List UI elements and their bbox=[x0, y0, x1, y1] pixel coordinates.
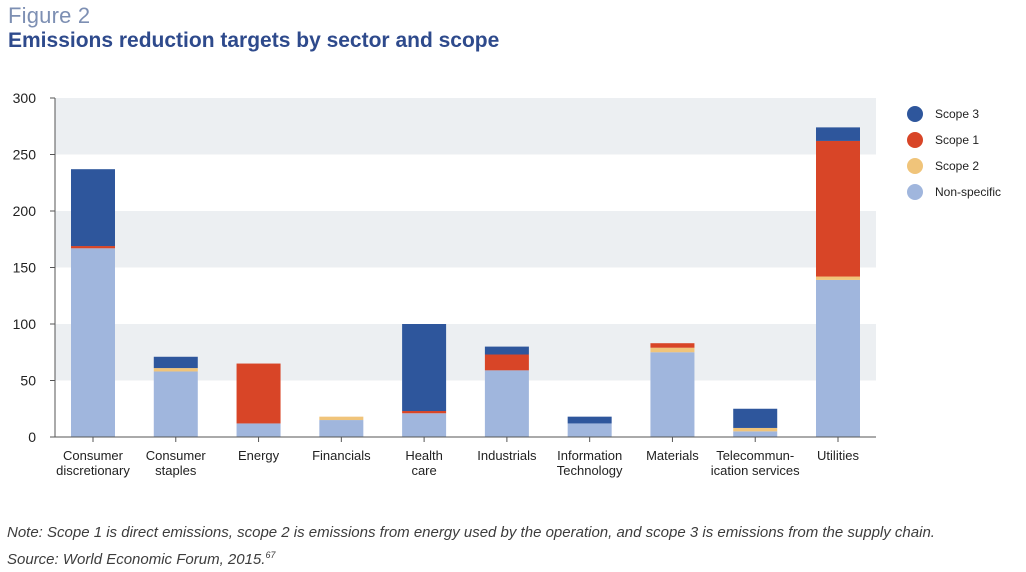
bar-segment-scope-2 bbox=[733, 427, 778, 432]
legend: Scope 3 Scope 1 Scope 2 Non-specific bbox=[907, 106, 1001, 200]
bar-segment-scope-1 bbox=[650, 343, 695, 348]
bar-segment-non-specific bbox=[236, 423, 281, 437]
x-tick-label: Financials bbox=[312, 448, 371, 463]
y-axis-ticks: 0 50 100 150 200 250 300 bbox=[13, 90, 55, 445]
bar-segment-scope-3 bbox=[71, 169, 115, 247]
source-reference: 67 bbox=[265, 550, 276, 560]
bar-segment-scope-1 bbox=[484, 354, 529, 371]
bar-segment-non-specific bbox=[733, 431, 778, 437]
x-tick-label: Consumer staples bbox=[146, 448, 207, 478]
bar-segment-non-specific bbox=[650, 352, 695, 437]
bar-segment-scope-3 bbox=[402, 324, 447, 412]
x-axis-labels: Consumer discretionary Consumer staples Ener… bbox=[56, 437, 859, 478]
x-tick-label: Energy bbox=[238, 448, 280, 463]
bar-segment-non-specific bbox=[402, 413, 447, 437]
chart-title: Emissions reduction targets by sector an… bbox=[8, 29, 500, 52]
legend-label: Scope 2 bbox=[935, 159, 979, 173]
bar-segment-scope-2 bbox=[153, 368, 198, 372]
legend-marker bbox=[907, 158, 923, 174]
x-tick-label: Telecommun-ication services bbox=[711, 448, 800, 478]
legend-marker bbox=[907, 132, 923, 148]
bar-segment-scope-1 bbox=[816, 140, 860, 277]
bar-segment-scope-3 bbox=[484, 346, 529, 355]
chart-source: Source: World Economic Forum, 2015.67 bbox=[7, 550, 275, 568]
bar-segment-scope-1 bbox=[236, 363, 281, 424]
y-tick-label: 100 bbox=[13, 316, 37, 332]
legend-label: Non-specific bbox=[935, 185, 1001, 199]
bar-segment-non-specific bbox=[484, 370, 529, 437]
bar-segment-scope-2 bbox=[319, 416, 364, 421]
y-tick-label: 0 bbox=[28, 429, 36, 445]
grid-band bbox=[55, 211, 876, 268]
bar-segment-non-specific bbox=[71, 248, 115, 437]
bar-segment-scope-3 bbox=[567, 416, 612, 424]
x-tick-label: Materials bbox=[646, 448, 699, 463]
x-tick-label: Industrials bbox=[477, 448, 537, 463]
source-text: Source: World Economic Forum, 2015. bbox=[7, 551, 266, 568]
bar-segment-non-specific bbox=[816, 279, 860, 437]
bar-segment-scope-1 bbox=[71, 246, 115, 249]
x-tick-label: Health care bbox=[405, 448, 443, 478]
bar-segment-non-specific bbox=[153, 371, 198, 437]
y-tick-label: 150 bbox=[13, 260, 37, 276]
y-tick-label: 200 bbox=[13, 203, 37, 219]
y-tick-label: 50 bbox=[20, 373, 36, 389]
chart-note: Note: Scope 1 is direct emissions, scope… bbox=[7, 524, 935, 541]
x-tick-label: Utilities bbox=[817, 448, 859, 463]
bar-segment-scope-2 bbox=[816, 276, 860, 280]
bar-segment-scope-3 bbox=[733, 408, 778, 428]
bar-segment-scope-1 bbox=[402, 411, 447, 414]
legend-label: Scope 1 bbox=[935, 133, 979, 147]
x-tick-label: Consumer discretionary bbox=[56, 448, 130, 478]
bar-segment-non-specific bbox=[567, 423, 612, 437]
y-tick-label: 300 bbox=[13, 90, 37, 106]
grid-band bbox=[55, 98, 876, 155]
x-tick-label: Information Technology bbox=[557, 448, 623, 478]
figure-label: Figure 2 bbox=[8, 3, 91, 28]
legend-marker bbox=[907, 184, 923, 200]
bar-segment-scope-3 bbox=[816, 127, 860, 141]
bar-segment-non-specific bbox=[319, 420, 364, 437]
legend-label: Scope 3 bbox=[935, 107, 979, 121]
bars bbox=[71, 127, 860, 437]
y-tick-label: 250 bbox=[13, 147, 37, 163]
bar-segment-scope-3 bbox=[153, 356, 198, 369]
legend-marker bbox=[907, 106, 923, 122]
stacked-bar-chart: 0 50 100 150 200 250 300 Consumer discretionary… bbox=[13, 90, 1001, 478]
grid-bands bbox=[55, 98, 876, 381]
bar-segment-scope-2 bbox=[650, 347, 695, 353]
